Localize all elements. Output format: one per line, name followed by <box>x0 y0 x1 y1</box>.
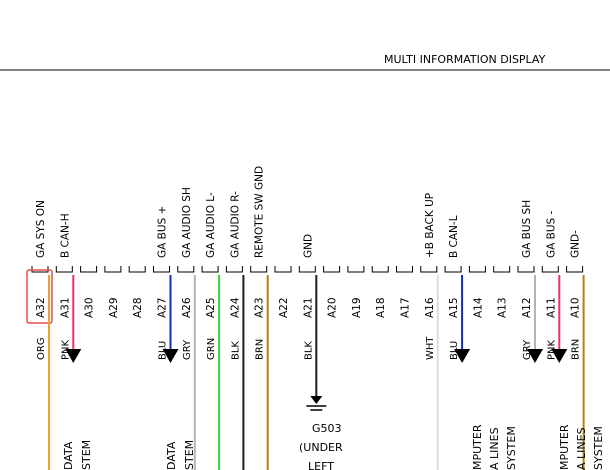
signal-label-ga-bus: GA BUS + <box>157 206 169 258</box>
connector-cavity-a13 <box>493 266 511 273</box>
wire-color-label: GRN <box>206 338 217 360</box>
pin-label: A30 <box>84 297 96 318</box>
bottom-label-line: LEFT <box>308 460 334 470</box>
bottom-label-line: G503 <box>312 422 342 435</box>
signal-label-ga-bus: GA BUS - <box>545 210 557 258</box>
bottom-label-line: DATA <box>62 441 75 470</box>
wire-color-label: WHT <box>425 336 436 360</box>
bottom-label-line: MPUTER <box>558 424 571 470</box>
signal-label-gnd: GND <box>302 234 314 258</box>
connector-cavity-a30 <box>80 266 98 273</box>
wire-color-label: GRY <box>182 339 193 360</box>
wire-color-label: BRN <box>571 339 582 360</box>
connector-cavity-a15 <box>444 266 462 273</box>
pin-label: A10 <box>570 297 582 318</box>
pin-label: A20 <box>327 297 339 318</box>
signal-label-b-can-l: B CAN-L <box>448 215 460 258</box>
connector-cavity-a29 <box>104 266 122 273</box>
bottom-label-line: STEM <box>183 440 196 470</box>
connector-cavity-a16 <box>420 266 438 273</box>
connector-cavity-a19 <box>347 266 365 273</box>
arrow-down-icon <box>551 349 568 363</box>
pin-highlight-box <box>26 269 53 324</box>
bottom-label-line: SYSTEM <box>505 426 518 470</box>
signal-label-ga-audio-l: GA AUDIO L- <box>205 192 217 258</box>
bottom-label-line: A LINES <box>488 427 501 470</box>
signal-label-b-can-h: B CAN-H <box>59 213 71 258</box>
bottom-label-ground-g503: G503 (UNDER LEFT <box>299 422 343 470</box>
connector-cavity-a27 <box>153 266 170 273</box>
pin-label: A21 <box>302 297 314 318</box>
connector-cavity-a21 <box>298 266 316 273</box>
connector-cavity-a12 <box>517 266 535 273</box>
bottom-label-data-system-2: DATA STEM <box>165 440 196 470</box>
connector-cavity-a32 <box>31 266 49 273</box>
bottom-label-line: DATA <box>165 441 178 470</box>
connector-cavity-a18 <box>371 266 389 273</box>
wire-color-label: BLK <box>230 341 241 360</box>
pin-label: A24 <box>229 297 241 318</box>
pin-label: A25 <box>205 297 217 318</box>
arrow-down-icon <box>65 349 82 363</box>
wire-color-label: BLU <box>449 341 460 360</box>
bottom-label-computer-lines-2: MPUTER A LINES SYSTEM <box>558 424 605 470</box>
pin-label: A28 <box>132 297 144 318</box>
bottom-label-line: (UNDER <box>299 441 343 454</box>
pin-label: A23 <box>254 297 266 318</box>
connector-cavity-a14 <box>468 266 486 273</box>
arrow-down-icon <box>454 349 471 363</box>
pin-label: A18 <box>375 297 387 318</box>
pin-label: A29 <box>108 297 120 318</box>
wire-color-label: BLU <box>158 341 169 360</box>
pin-label: A15 <box>448 297 460 318</box>
wire-color-label: BRN <box>255 339 266 360</box>
signal-label-ga-sys-on: GA SYS ON <box>35 200 47 258</box>
ground-symbol-icon <box>306 396 327 411</box>
bottom-label-line: A LINES <box>575 427 588 470</box>
connector-cavity-a28 <box>128 266 146 273</box>
connector-cavity-a10 <box>566 266 584 273</box>
pin-label: A31 <box>59 297 71 318</box>
signal-label-ga-audio-sh: GA AUDIO SH <box>181 187 193 258</box>
pin-label: A17 <box>400 297 412 318</box>
arrow-down-icon <box>162 349 179 363</box>
connector-cavity-a24 <box>225 266 243 273</box>
bottom-label-computer-lines-1: MPUTER A LINES SYSTEM <box>471 424 518 470</box>
bottom-label-line: STEM <box>80 440 93 470</box>
signal-label-ga-audio-r: GA AUDIO R- <box>229 191 241 258</box>
bottom-label-data-system-1: DATA STEM <box>62 440 93 470</box>
connector-cavity-a31 <box>55 266 73 273</box>
connector-cavity-a22 <box>274 266 292 273</box>
pin-label: A14 <box>472 297 484 318</box>
connector-cavity-a11 <box>541 266 559 273</box>
pin-label: A13 <box>497 297 509 318</box>
pin-label: A12 <box>521 297 533 318</box>
signal-label-remote-sw-gnd: REMOTE SW GND <box>254 166 266 258</box>
signal-label-gnd: GND- <box>570 230 582 258</box>
arrow-down-icon <box>527 349 543 363</box>
component-title: MULTI INFORMATION DISPLAY <box>384 53 546 66</box>
bottom-label-line: MPUTER <box>471 424 484 470</box>
pin-label: A11 <box>545 297 557 318</box>
connector-cavity-a17 <box>396 266 413 273</box>
connector-cavity-a26 <box>177 266 195 273</box>
connector-cavity-a23 <box>250 266 268 273</box>
pin-label: A27 <box>157 297 169 318</box>
pin-label: A19 <box>351 297 363 318</box>
connector-cavity-a20 <box>323 266 341 273</box>
pin-label: A26 <box>181 297 193 318</box>
pin-label: A32 <box>35 297 47 318</box>
wire-color-label: ORG <box>36 337 47 360</box>
connector-cavity-a25 <box>201 266 219 273</box>
wire-color-label: BLK <box>303 341 314 360</box>
bottom-label-line: SYSTEM <box>592 426 605 470</box>
pin-label: A22 <box>278 297 290 318</box>
pin-label: A16 <box>424 297 436 318</box>
signal-label-b-back-up: +B BACK UP <box>424 193 436 258</box>
signal-label-ga-bus-sh: GA BUS SH <box>521 200 533 258</box>
